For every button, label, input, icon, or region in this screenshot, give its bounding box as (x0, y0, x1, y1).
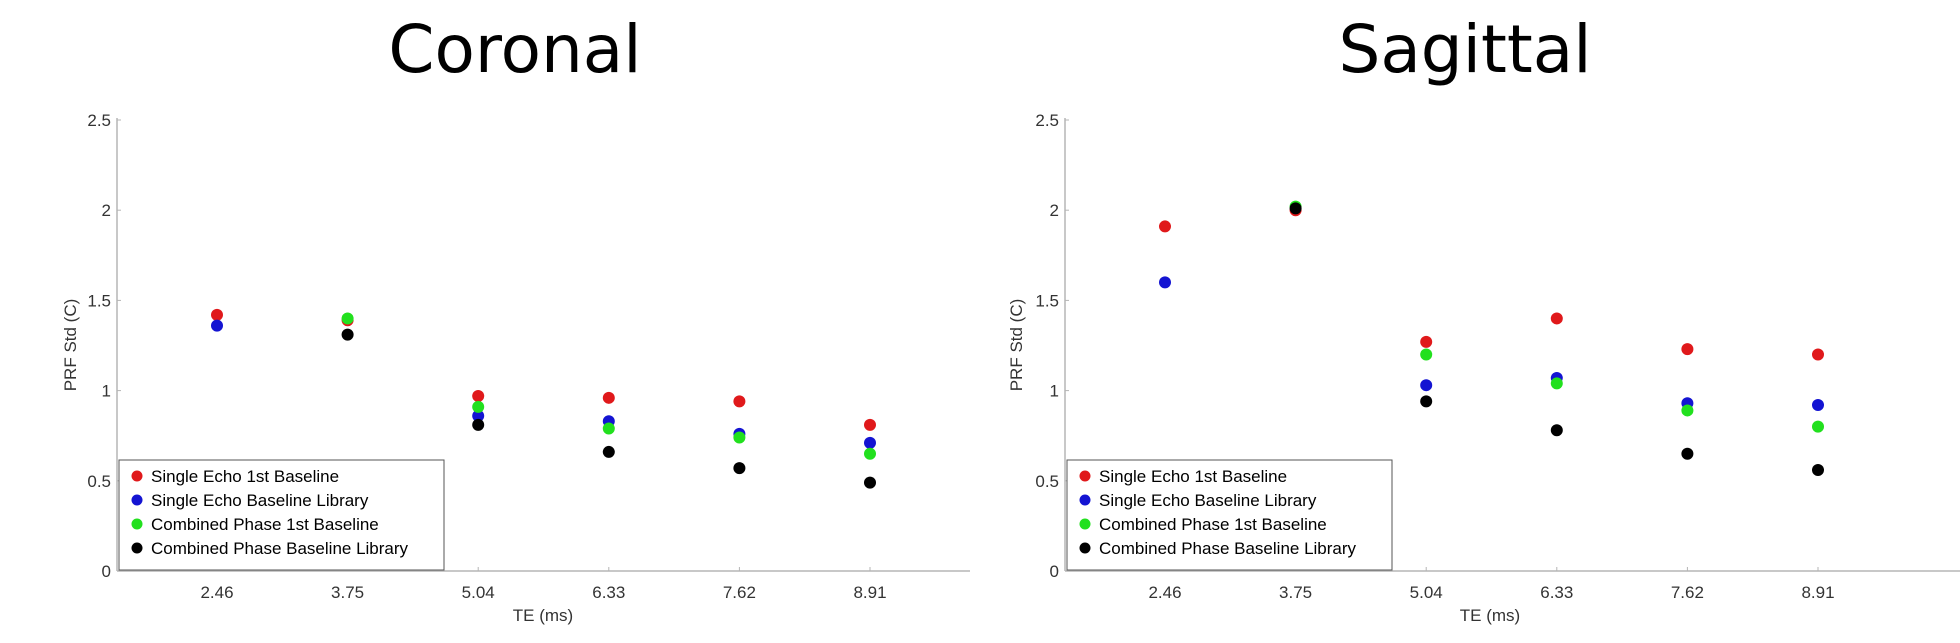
chart-svg-sagittal: Sagittal 0 0.5 1 1.5 2 2.5 2.46 3.75 5.04 6.33 7.… (1007, 11, 1960, 625)
x-ticks: 2.46 3.75 5.04 6.33 7.62 8.91 (1148, 567, 1835, 602)
x-tick-label: 6.33 (1540, 583, 1573, 602)
y-ticks: 0 0.5 1 1.5 2 2.5 (1035, 111, 1069, 581)
data-point (864, 447, 876, 460)
y-tick-label: 1 (1050, 382, 1059, 401)
legend-box (118, 459, 445, 571)
data-point (1681, 343, 1694, 356)
legend-marker (1079, 518, 1091, 530)
chart-title: Sagittal (1338, 11, 1591, 88)
x-tick-label: 8.91 (853, 583, 886, 602)
data-point (733, 462, 746, 475)
legend-label: Single Echo 1st Baseline (151, 467, 339, 486)
x-tick-label: 2.46 (1148, 583, 1181, 602)
data-point (1681, 447, 1694, 460)
legend-label: Combined Phase Baseline Library (151, 539, 409, 558)
x-axis-label: TE (ms) (513, 606, 573, 625)
data-point (602, 422, 615, 435)
x-axis-label: TE (ms) (1460, 606, 1520, 625)
data-point (602, 391, 615, 404)
data-point (1550, 377, 1563, 390)
y-tick-label: 0 (1050, 562, 1059, 581)
y-tick-label: 1.5 (87, 291, 111, 310)
x-tick-label: 8.91 (1801, 583, 1834, 602)
data-point (1550, 424, 1563, 437)
legend-marker (131, 518, 143, 530)
data-point (472, 409, 485, 422)
legend: Single Echo 1st Baseline Single Echo Base… (1066, 459, 1393, 571)
data-point (1812, 420, 1824, 433)
x-tick-label: 6.33 (592, 583, 625, 602)
data-point (211, 319, 223, 332)
x-ticks: 2.46 3.75 5.04 6.33 7.62 8.91 (200, 567, 887, 602)
data-point (864, 436, 876, 449)
y-tick-label: 2 (1050, 201, 1059, 220)
y-tick-label: 0.5 (87, 472, 111, 491)
y-axis-label: PRF Std (C) (1007, 299, 1026, 392)
legend-label: Single Echo Baseline Library (151, 491, 369, 510)
data-point (1159, 276, 1171, 289)
x-tick-label: 5.04 (462, 583, 495, 602)
data-point (472, 390, 485, 403)
data-point (1420, 348, 1433, 361)
legend-label: Combined Phase 1st Baseline (1099, 515, 1327, 534)
data-point (1812, 399, 1824, 412)
data-point (1289, 202, 1302, 215)
legend-label: Single Echo 1st Baseline (1099, 467, 1287, 486)
x-tick-label: 3.75 (331, 583, 364, 602)
y-axis-label: PRF Std (C) (61, 299, 80, 392)
data-points (1159, 200, 1824, 476)
data-point (864, 418, 876, 431)
data-points (211, 308, 876, 489)
legend-label: Single Echo Baseline Library (1099, 491, 1317, 510)
data-point (1420, 395, 1433, 408)
x-tick-label: 3.75 (1279, 583, 1312, 602)
data-point (341, 312, 354, 325)
chart-title: Coronal (388, 11, 641, 88)
axes (1064, 118, 1960, 572)
axes (116, 118, 970, 572)
legend-marker (1079, 542, 1091, 554)
x-tick-label: 5.04 (1410, 583, 1443, 602)
data-point (1159, 220, 1171, 233)
data-point (864, 476, 876, 489)
y-tick-label: 0 (102, 562, 111, 581)
y-tick-label: 2.5 (87, 111, 111, 130)
legend: Single Echo 1st Baseline Single Echo Base… (118, 459, 445, 571)
chart-svg-coronal: Coronal 0 0.5 1 1.5 2 2.5 2.46 3.75 5.04 6.33 7.6… (61, 11, 970, 625)
chart-panel-sagittal: Sagittal 0 0.5 1 1.5 2 2.5 2.46 3.75 5.04 6.33 7.… (955, 0, 1960, 643)
legend-label: Combined Phase 1st Baseline (151, 515, 379, 534)
legend-marker (131, 470, 143, 482)
y-tick-label: 1 (102, 382, 111, 401)
y-tick-label: 1.5 (1035, 291, 1059, 310)
y-tick-label: 2 (102, 201, 111, 220)
data-point (1681, 404, 1694, 417)
data-point (1812, 463, 1824, 476)
data-point (1420, 335, 1433, 348)
data-point (1420, 379, 1433, 392)
data-point (1550, 312, 1563, 325)
legend-box (1066, 459, 1393, 571)
x-tick-label: 7.62 (1671, 583, 1704, 602)
x-tick-label: 7.62 (723, 583, 756, 602)
legend-marker (131, 542, 143, 554)
data-point (733, 431, 746, 444)
legend-marker (1079, 494, 1091, 506)
data-point (602, 445, 615, 458)
y-tick-label: 0.5 (1035, 472, 1059, 491)
y-tick-label: 2.5 (1035, 111, 1059, 130)
x-tick-label: 2.46 (200, 583, 233, 602)
data-point (472, 400, 485, 413)
y-ticks: 0 0.5 1 1.5 2 2.5 (87, 111, 121, 581)
data-point (341, 328, 354, 341)
data-point (733, 395, 746, 408)
data-point (472, 418, 485, 431)
legend-marker (131, 494, 143, 506)
legend-marker (1079, 470, 1091, 482)
legend-label: Combined Phase Baseline Library (1099, 539, 1357, 558)
data-point (1812, 348, 1824, 361)
chart-panel-coronal: Coronal 0 0.5 1 1.5 2 2.5 2.46 3.75 5.04 6.33 7.6… (0, 0, 970, 643)
data-point (211, 308, 223, 321)
